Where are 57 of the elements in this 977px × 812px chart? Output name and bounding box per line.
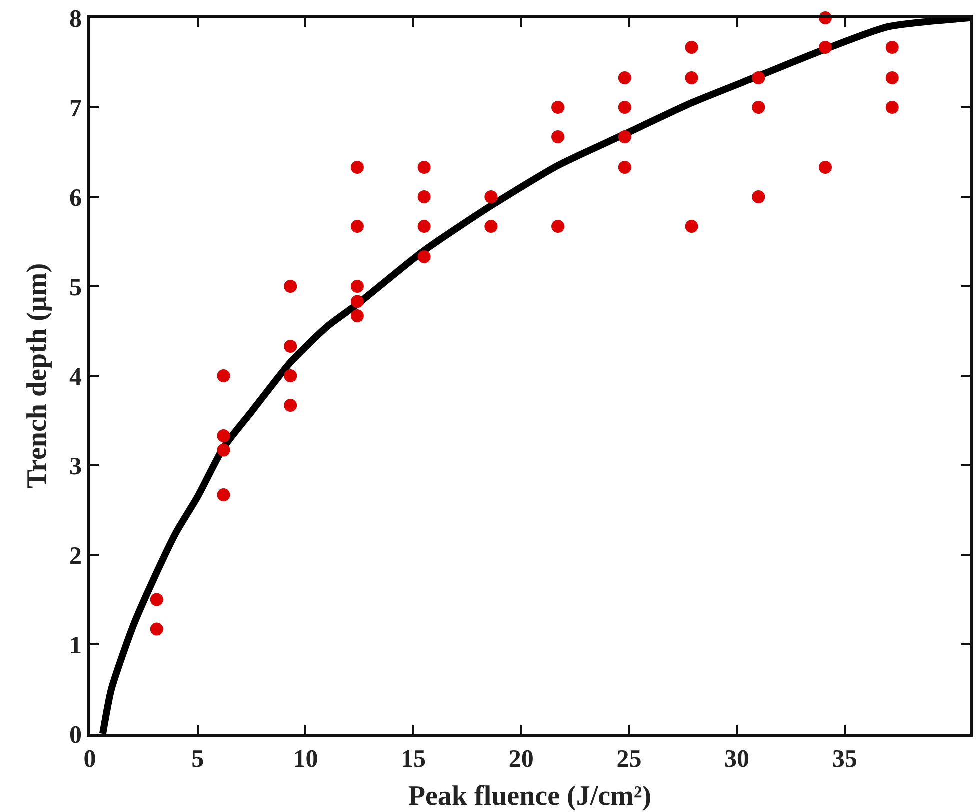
point <box>284 370 298 382</box>
point <box>886 101 899 114</box>
point <box>618 160 632 174</box>
point <box>886 71 899 84</box>
point <box>418 250 431 264</box>
point <box>284 340 298 353</box>
x-tick-label: 15 <box>401 746 426 773</box>
point <box>618 71 632 84</box>
point <box>552 220 565 234</box>
point <box>150 622 164 636</box>
point <box>752 71 766 84</box>
point <box>752 101 766 114</box>
y-tick-label: 1 <box>70 632 82 660</box>
point <box>418 190 431 204</box>
point <box>685 41 698 54</box>
x-tick-label: 25 <box>616 746 642 773</box>
point <box>350 280 364 293</box>
point <box>217 488 230 502</box>
point <box>685 220 698 234</box>
point <box>484 220 498 234</box>
y-axis-title: Trench depth (µm) <box>22 263 54 489</box>
point <box>217 370 230 382</box>
point <box>284 280 298 293</box>
point <box>350 160 364 174</box>
point <box>618 101 632 114</box>
point <box>150 593 164 606</box>
point <box>484 190 498 204</box>
point <box>618 130 632 144</box>
x-tick-label: 30 <box>724 746 750 773</box>
point <box>418 220 431 234</box>
point <box>818 41 832 54</box>
y-tick-label: 2 <box>70 542 82 570</box>
point <box>217 429 230 442</box>
point <box>752 190 766 204</box>
x-tick-label: 35 <box>832 746 858 773</box>
point <box>418 160 431 174</box>
y-tick-label: 4 <box>70 364 82 391</box>
point <box>350 310 364 323</box>
y-tick-label: 5 <box>70 274 82 302</box>
point <box>350 295 364 308</box>
x-tick-label: 5 <box>192 746 204 773</box>
y-tick-label: 8 <box>70 6 82 33</box>
x-tick-label: 10 <box>293 746 318 773</box>
point <box>818 160 832 174</box>
point <box>552 130 565 144</box>
point <box>350 220 364 234</box>
point <box>217 444 230 457</box>
point <box>552 101 565 114</box>
y-tick-label: 6 <box>70 184 82 212</box>
y-tick-label: 7 <box>70 95 82 122</box>
x-axis-title: Peak fluence (J/cm²) <box>408 781 652 812</box>
y-tick-label: 3 <box>70 453 82 480</box>
point <box>284 399 298 412</box>
point <box>886 41 899 54</box>
x-tick-label: 20 <box>508 746 534 773</box>
y-tick-label: 0 <box>70 722 82 749</box>
point <box>685 71 698 84</box>
